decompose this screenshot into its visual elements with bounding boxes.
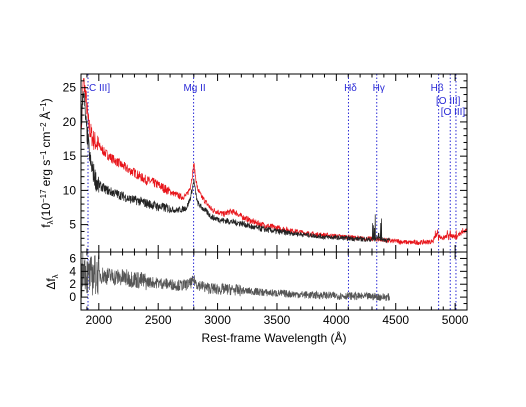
y-tick-label: 25 xyxy=(63,81,77,95)
x-tick-label: 2000 xyxy=(85,313,112,327)
y-tick-label: 2 xyxy=(69,277,76,291)
y-axis-title-part: λ xyxy=(46,220,55,224)
y-axis-title-part: −1 xyxy=(39,102,48,112)
emission-line-label: [O III] xyxy=(441,107,466,118)
spectrum-panel: 5 10 15 20 25 C III] Mg II Hδ Hγ Hβ [O III][O III]… xyxy=(38,73,468,253)
y-axis-title-part: f xyxy=(39,224,53,228)
y-tick-label: 15 xyxy=(63,149,77,163)
y-axis-title-part: cm xyxy=(39,132,53,148)
residual-frame xyxy=(80,251,468,311)
y-axis-title-part: erg s xyxy=(39,160,53,187)
x-tick-label: 4000 xyxy=(323,313,350,327)
x-tick-label: 2500 xyxy=(145,313,172,327)
x-tick-label: 3500 xyxy=(264,313,291,327)
y-tick-label: 0 xyxy=(69,290,76,304)
x-tick-label: 5000 xyxy=(442,313,469,327)
spectrum-series-red xyxy=(81,78,467,246)
x-tick-label: 3000 xyxy=(204,313,231,327)
x-axis-title: Rest-frame Wavelength (Å) xyxy=(202,330,347,345)
y-axis-title-part: −1 xyxy=(39,150,48,160)
emission-line-label: C III] xyxy=(89,83,110,94)
y-axis-title-part: −2 xyxy=(39,122,48,132)
residual-y-title-sub: λ xyxy=(51,274,60,278)
y-tick-label: 5 xyxy=(69,218,76,232)
x-tick-label: 4500 xyxy=(382,313,409,327)
emission-line-label: Hβ xyxy=(431,83,444,94)
residual-series xyxy=(81,252,390,302)
emission-line-label: Mg II xyxy=(183,83,205,94)
residual-y-title-main: Δf xyxy=(44,278,58,290)
y-axis-title-part: Å xyxy=(38,111,53,119)
y-tick-label: 10 xyxy=(63,183,77,197)
y-tick-label: 20 xyxy=(63,115,77,129)
residual-y-axis-title: Δfλ xyxy=(44,274,60,289)
y-axis-title-part: (10 xyxy=(39,203,53,221)
emission-line-label: [O III] xyxy=(436,96,461,107)
y-tick-label: 4 xyxy=(69,264,76,278)
y-axis-title-part: ) xyxy=(39,98,53,102)
y-axis-title: fλ(10−17erg s−1cm−2Å−1) xyxy=(38,98,55,227)
emission-line-label: Hδ xyxy=(344,83,357,94)
y-tick-label: 6 xyxy=(69,251,76,265)
spectrum-series-black xyxy=(81,91,390,244)
emission-line-label: Hγ xyxy=(373,83,385,94)
y-axis-title-part: −17 xyxy=(39,189,48,203)
